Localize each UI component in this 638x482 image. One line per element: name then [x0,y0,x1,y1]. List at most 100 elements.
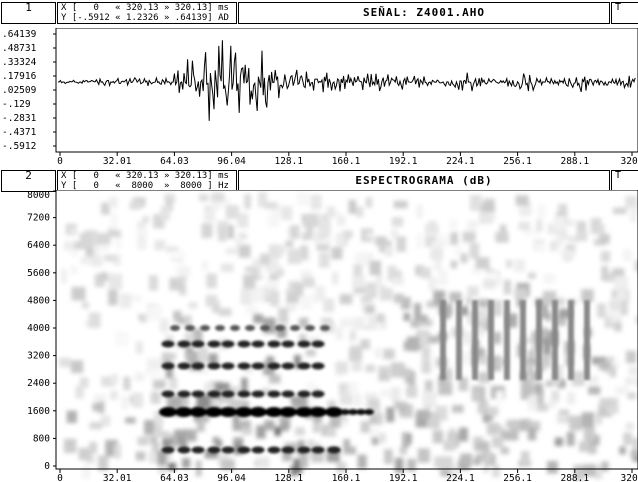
spectral-blob [282,447,292,462]
spectral-blob [537,205,546,218]
formant-mark [237,340,251,348]
spectral-blob [600,251,611,263]
y-tick-label: 800 [33,433,50,444]
spectral-blob [110,213,118,230]
spectral-blob [414,303,421,317]
spectral-blob [58,357,71,368]
spectral-blob [547,223,561,235]
spectral-blob [182,458,191,469]
spectral-blob [424,224,439,234]
waveform-plot[interactable]: .64139 .48731 .33324 .17916 .02509 -.129 -.283… [0,28,638,168]
spectral-blob [420,319,433,327]
spectral-blob [624,377,634,385]
spectral-blob [612,360,620,368]
spectral-blob [70,265,78,274]
spectral-blob [169,376,178,390]
y-tick-label: 8000 [27,190,50,201]
panel-number[interactable]: 2 [1,170,56,192]
spectral-blob [348,383,358,395]
spectral-blob [496,390,504,406]
panel-number[interactable]: 1 [1,2,56,24]
spectral-blob [320,214,330,224]
spectral-blob [177,317,190,324]
x-tick-label: 0 [57,473,63,482]
spectral-blob [129,201,142,210]
spectral-blob [424,235,438,248]
spectral-blob [598,233,610,244]
spectral-blob [594,464,603,480]
spectral-blob [165,199,173,212]
spectral-blob [426,300,438,308]
spectral-blob [139,315,147,323]
spectral-blob [527,427,537,441]
spectral-blob [379,371,388,380]
spectral-blob [492,331,502,345]
spectral-blob [302,277,315,288]
formant-mark [221,446,235,454]
spectral-blob [173,310,182,322]
spectral-blob [610,315,622,323]
spectral-blob [375,236,387,246]
spectral-blob [406,385,418,398]
y-tick-label: 4800 [27,295,50,306]
spectral-blob [243,366,253,374]
spectral-blob [184,332,195,348]
formant-mark [265,407,283,417]
spectral-blob [402,432,409,449]
spectral-blob [241,377,248,393]
y-tick-label: .64139 [2,29,37,40]
spectral-blob [394,402,408,409]
x-tick-label: 160.1 [332,156,361,167]
panel-extra[interactable]: T [611,170,638,192]
spectral-blob [343,446,356,455]
spectral-blob [627,392,637,400]
spectral-blob [623,432,633,445]
spectral-blob [588,375,599,385]
spectral-blob [581,464,596,477]
spectral-blob [308,336,321,345]
spectral-blob [391,387,401,403]
y-tick-label: 3200 [27,351,50,362]
panel-extra[interactable]: T [611,2,638,24]
spectral-blob [285,240,294,247]
spectral-blob [433,290,446,306]
spectral-blob [250,286,264,303]
spectral-blob [178,271,187,283]
spectral-blob [450,260,457,269]
waveform-panel: 1 X [ 0 « 320.13 » 320.13] ms Y [-.5912 «… [0,0,638,168]
spectral-blob [625,350,637,364]
spectral-blob [515,195,529,206]
spectral-blob [158,461,167,475]
formant-mark [205,407,223,417]
spectral-blob [286,297,296,312]
spectral-blob [336,215,346,226]
spectral-blob [476,309,487,321]
spectral-blob [232,422,242,431]
spectral-blob [556,315,567,326]
spectral-blob [240,289,253,305]
spectral-blob [69,227,78,235]
spectral-blob [337,234,344,248]
formant-mark [191,362,205,370]
spectral-blob [123,376,131,391]
spectral-blob [157,450,167,466]
spectral-blob [327,400,336,412]
spectral-blob [169,396,182,408]
spectral-blob [212,436,220,444]
spectral-blob [383,449,393,464]
spectral-blob [567,392,576,405]
spectral-blob [121,395,129,410]
spectral-blob [458,427,468,442]
spectral-blob [612,207,627,215]
formant-mark [221,340,235,348]
spectrogram-plot[interactable]: 8000720064005600480040003200240016008000… [0,190,638,482]
formant-mark [275,325,285,331]
spectral-blob [157,431,171,438]
formant-mark [488,300,494,380]
formant-mark [161,362,175,370]
x-tick-label: 288.1 [560,473,589,482]
spectral-blob [623,249,633,262]
spectral-blob [125,417,136,424]
spectral-blob [329,412,342,428]
formant-mark [311,390,325,398]
